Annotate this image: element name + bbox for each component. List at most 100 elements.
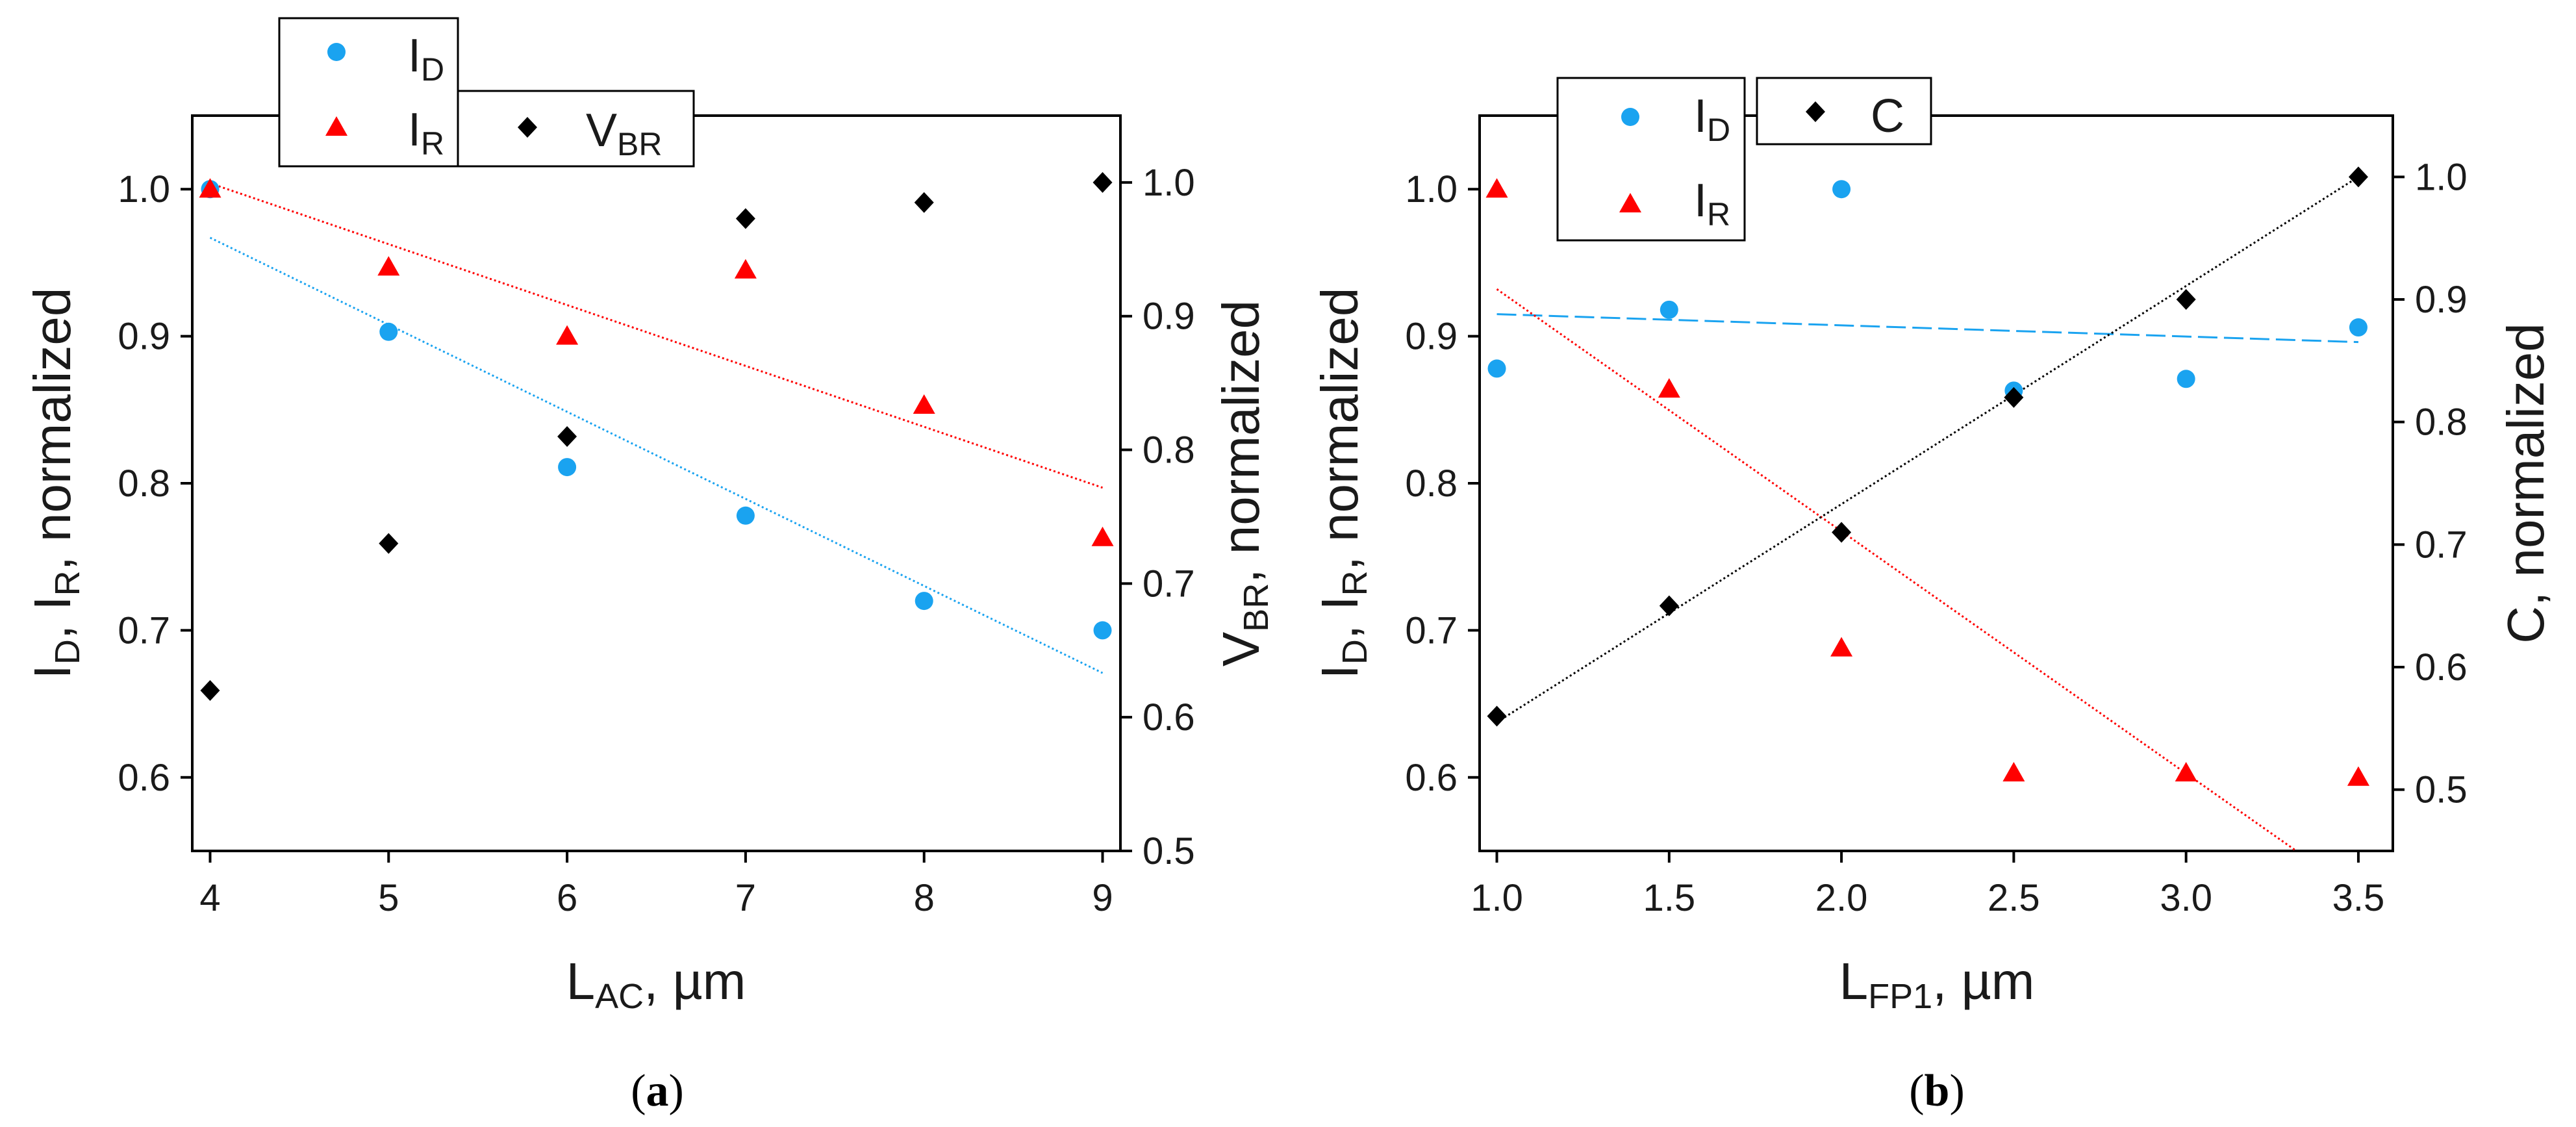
panel-a: ID IR VBR 4 5 6 7 8 9 0.6 0.7 0.8 0.9 1.0 0.5 0.6 0.7…	[23, 17, 1276, 1116]
data-point-id	[1487, 359, 1506, 378]
fit-lines-a	[209, 182, 1104, 674]
x-tick-label: 5	[378, 877, 399, 919]
y-tick-label-right: 0.7	[2415, 524, 2468, 566]
y-tick-label-right: 0.8	[2415, 401, 2468, 444]
y-tick-label-right: 0.8	[1143, 429, 1195, 472]
x-tick-label: 2.0	[1815, 877, 1868, 919]
y-tick-label-right: 0.9	[1143, 296, 1195, 338]
legend-marker-id	[1621, 108, 1639, 126]
legend-marker-vbr	[518, 117, 537, 138]
fit-line-id	[1496, 313, 2358, 344]
y-tick-label-left: 0.9	[1405, 316, 1458, 358]
y-tick-label-left: 0.6	[1405, 757, 1458, 799]
legend-marker-ir	[325, 116, 347, 136]
data-point-id	[915, 592, 933, 611]
y-axis-label-left-b: ID, IR, normalized	[1311, 288, 1374, 679]
data-point-ir	[734, 259, 757, 279]
panel-b: ID IR C 1.0 1.5 2.0 2.5 3.0 3.5 0.6 0.7 0.8 0.9 1.…	[1311, 77, 2555, 1116]
data-point-id	[1832, 180, 1851, 199]
caption-b: (b)	[1909, 1066, 1965, 1116]
data-point-ir	[913, 394, 935, 414]
y-tick-label-left: 0.6	[118, 757, 170, 799]
data-point-ir	[1485, 178, 1508, 198]
y-axis-label-right-b: C, normalized	[2497, 323, 2555, 644]
data-point-ir	[377, 256, 400, 276]
data-point-c	[1487, 705, 1507, 727]
legend-markers-a	[325, 43, 537, 138]
data-points-a	[199, 171, 1114, 702]
y-tick-label-right: 0.6	[2415, 646, 2468, 689]
legend-label-id-b: ID	[1694, 90, 1730, 148]
data-point-c	[1659, 595, 1679, 616]
data-point-id	[1660, 300, 1678, 319]
data-point-id	[2349, 318, 2368, 337]
data-point-id	[1093, 621, 1112, 640]
data-point-vbr	[1092, 171, 1113, 193]
data-point-ir	[1830, 637, 1853, 657]
fit-line-id	[209, 236, 1104, 674]
data-point-c	[2004, 386, 2024, 408]
x-tick-label: 3.5	[2332, 877, 2385, 919]
data-point-c	[1832, 522, 1852, 543]
data-point-vbr	[200, 680, 220, 702]
data-point-vbr	[735, 208, 755, 229]
y-tick-label-left: 1.0	[1405, 168, 1458, 210]
data-point-vbr	[914, 192, 934, 213]
y-tick-label-right: 0.6	[1143, 696, 1195, 739]
legend-marker-c	[1806, 101, 1825, 122]
x-tick-label: 3.0	[2160, 877, 2212, 919]
caption-a: (a)	[631, 1066, 684, 1116]
y-tick-label-right: 0.5	[1143, 830, 1195, 872]
data-point-c	[2176, 289, 2196, 310]
x-tick-label: 1.5	[1643, 877, 1695, 919]
legend-label-ir-b: IR	[1694, 175, 1730, 233]
x-tick-label: 6	[557, 877, 577, 919]
y-axis-label-right-a: VBR, normalized	[1212, 300, 1276, 666]
y-tick-label-right: 1.0	[2415, 156, 2468, 198]
y-tick-label-left: 0.8	[118, 462, 170, 505]
data-point-c	[2348, 166, 2368, 188]
legend-markers-b	[1619, 101, 1825, 212]
data-point-ir	[2175, 762, 2197, 782]
data-point-id	[558, 458, 577, 477]
plot-frame-a	[191, 114, 1122, 852]
y-tick-label-left: 1.0	[118, 168, 170, 210]
y-tick-label-left: 0.7	[1405, 609, 1458, 652]
y-tick-label-right: 1.0	[1143, 162, 1195, 204]
x-axis-label-a: LAC, µm	[566, 952, 746, 1016]
data-point-id	[2177, 370, 2195, 388]
data-point-ir	[1091, 526, 1114, 546]
legend-marker-ir	[1619, 193, 1641, 212]
legend-label-c-b: C	[1871, 90, 1904, 142]
data-point-ir	[2347, 766, 2369, 786]
data-point-ir	[2002, 762, 2025, 782]
data-point-id	[379, 322, 398, 341]
fit-lines-b	[1496, 176, 2359, 852]
data-point-vbr	[557, 425, 577, 447]
data-point-ir	[199, 178, 221, 198]
legend-box-1-a: ID IR	[278, 17, 459, 168]
legend-box-2-b: C	[1756, 77, 1932, 146]
data-point-ir	[556, 325, 579, 345]
data-point-id	[736, 506, 755, 525]
legend-marker-id	[327, 43, 346, 61]
data-point-ir	[1658, 378, 1680, 398]
legend-label-vbr-a: VBR	[586, 105, 663, 162]
legend-box-1-b: ID IR	[1556, 77, 1746, 242]
x-tick-label: 7	[735, 877, 756, 919]
y-axis-label-left-a: ID, IR, normalized	[23, 288, 87, 679]
legend-box-2-a: VBR	[457, 90, 695, 168]
x-tick-label: 2.5	[1988, 877, 2040, 919]
y-tick-label-right: 0.9	[2415, 279, 2468, 321]
ticks-a: 4 5 6 7 8 9 0.6 0.7 0.8 0.9 1.0 0.5 0.6 0.7 0.8 0.9 1.0	[118, 162, 1194, 919]
y-tick-label-left: 0.9	[118, 316, 170, 358]
x-axis-label-b: LFP1, µm	[1839, 952, 2035, 1016]
x-tick-label: 8	[914, 877, 935, 919]
y-tick-label-right: 0.7	[1143, 563, 1195, 605]
fit-line-c	[1496, 176, 2359, 724]
legend-label-ir-a: IR	[408, 104, 444, 162]
ticks-b: 1.0 1.5 2.0 2.5 3.0 3.5 0.6 0.7 0.8 0.9 1.0 0.5 0.6 0…	[1405, 156, 2467, 919]
data-point-vbr	[379, 533, 399, 554]
x-tick-label: 1.0	[1471, 877, 1523, 919]
